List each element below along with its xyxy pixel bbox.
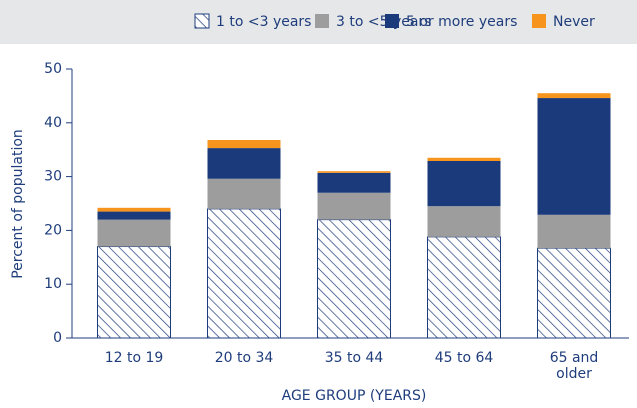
y-tick-label: 40 (44, 115, 62, 131)
x-tick-label: 12 to 19 (104, 350, 164, 366)
bar-segment (537, 247, 611, 339)
x-tick-label: 65 and older (549, 350, 599, 382)
bar-segment (97, 211, 171, 220)
y-tick-label: 0 (53, 330, 62, 346)
legend-swatch (385, 14, 399, 28)
x-tick-label: 20 to 34 (214, 350, 274, 366)
bar-segment (317, 192, 391, 220)
y-tick-label: 10 (44, 276, 62, 292)
bar-segment (427, 160, 501, 207)
bar-segment (427, 206, 501, 237)
legend-label: Never (553, 14, 595, 30)
legend-swatch (532, 14, 546, 28)
bar-segment (97, 207, 171, 212)
legend-label: 1 to <3 years (216, 14, 311, 30)
bar-segment (537, 93, 611, 99)
bar-segment (317, 171, 391, 173)
legend-label: 5 or more years (406, 14, 517, 30)
bar-segment (427, 236, 501, 339)
x-tick-label: 45 to 64 (434, 350, 494, 366)
bar-segment (317, 172, 391, 193)
bar-segment (207, 208, 281, 339)
bar-segment (97, 219, 171, 247)
y-tick-label: 20 (44, 222, 62, 238)
y-tick-label: 30 (44, 169, 62, 185)
bar-segment (207, 140, 281, 149)
legend-swatch (194, 13, 210, 29)
x-tick-label: 35 to 44 (324, 350, 384, 366)
bar-segment (317, 219, 391, 339)
legend-swatch (315, 14, 329, 28)
bar-segment (427, 157, 501, 161)
bar-segment (97, 246, 171, 339)
bar-segment (537, 98, 611, 215)
y-tick-label: 50 (44, 61, 62, 77)
bar-segment (537, 214, 611, 249)
legend-label: 3 to <5 years (336, 14, 431, 30)
bar-segment (207, 178, 281, 209)
bar-segment (207, 148, 281, 179)
y-axis-title: Percent of population (10, 129, 26, 279)
x-axis-title: AGE GROUP (YEARS) (282, 388, 427, 404)
